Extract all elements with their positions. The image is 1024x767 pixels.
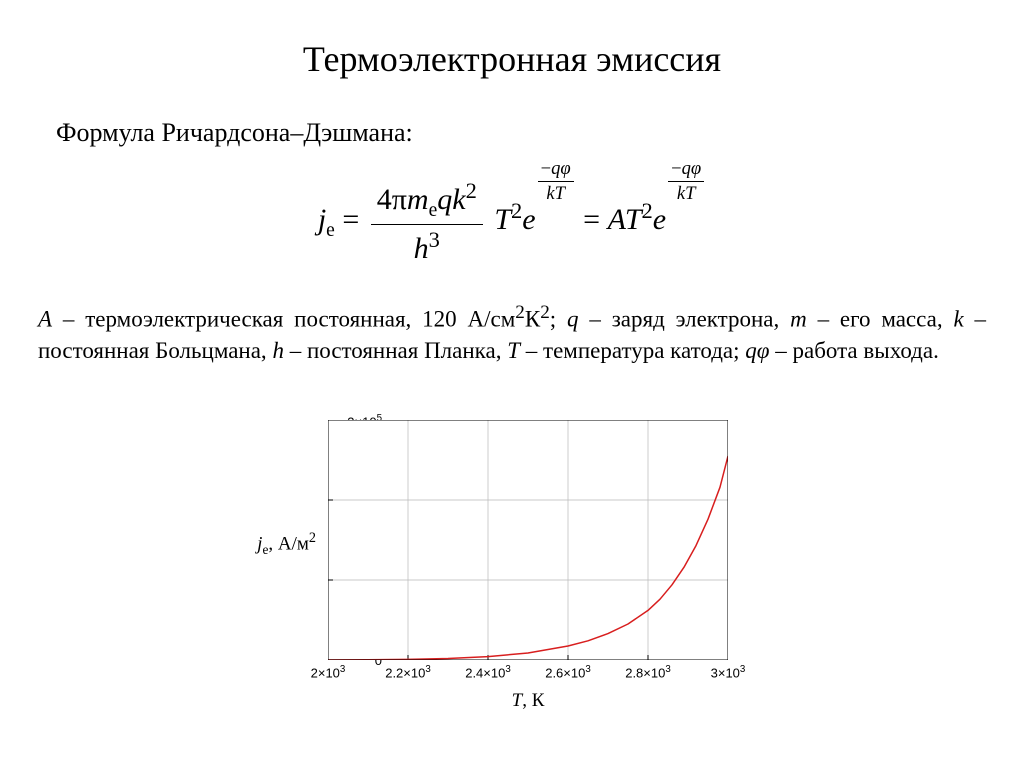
formula-e1: e	[522, 203, 535, 236]
page: Термоэлектронная эмиссия Формула Ричардс…	[0, 0, 1024, 767]
x-tick-3: 2.6×103	[545, 664, 591, 680]
chart-svg	[328, 420, 728, 660]
subtitle: Формула Ричардсона–Дэшмана:	[56, 118, 413, 148]
formula-fraction: 4πmeqk2 h3	[371, 178, 483, 266]
x-tick-0: 2×103	[311, 664, 346, 680]
formula-e2: e	[653, 203, 666, 236]
x-tick-4: 2.8×103	[625, 664, 671, 680]
equals-sign: =	[342, 203, 366, 236]
formula-A: A	[608, 203, 625, 236]
x-tick-2: 2.4×103	[465, 664, 511, 680]
formula-exp1: −qφ kT	[538, 158, 574, 205]
page-title: Термоэлектронная эмиссия	[0, 38, 1024, 80]
x-axis-label: T, К	[328, 690, 728, 712]
x-tick-1: 2.2×103	[385, 664, 431, 680]
x-tick-5: 3×103	[711, 664, 746, 680]
richardson-formula: je = 4πmeqk2 h3 T2e −qφ kT = AT2e −qφ kT	[0, 178, 1024, 266]
variable-description: A – термоэлектрическая постоянная, 120 А…	[38, 300, 986, 367]
formula-lhs: je	[318, 203, 335, 236]
formula-t2: T2	[494, 203, 522, 236]
formula-exp2: −qφ kT	[668, 158, 704, 205]
equals-sign-2: =	[583, 203, 607, 236]
y-axis-label: je, А/м2	[224, 530, 316, 558]
formula-t2b: T2	[625, 203, 653, 236]
